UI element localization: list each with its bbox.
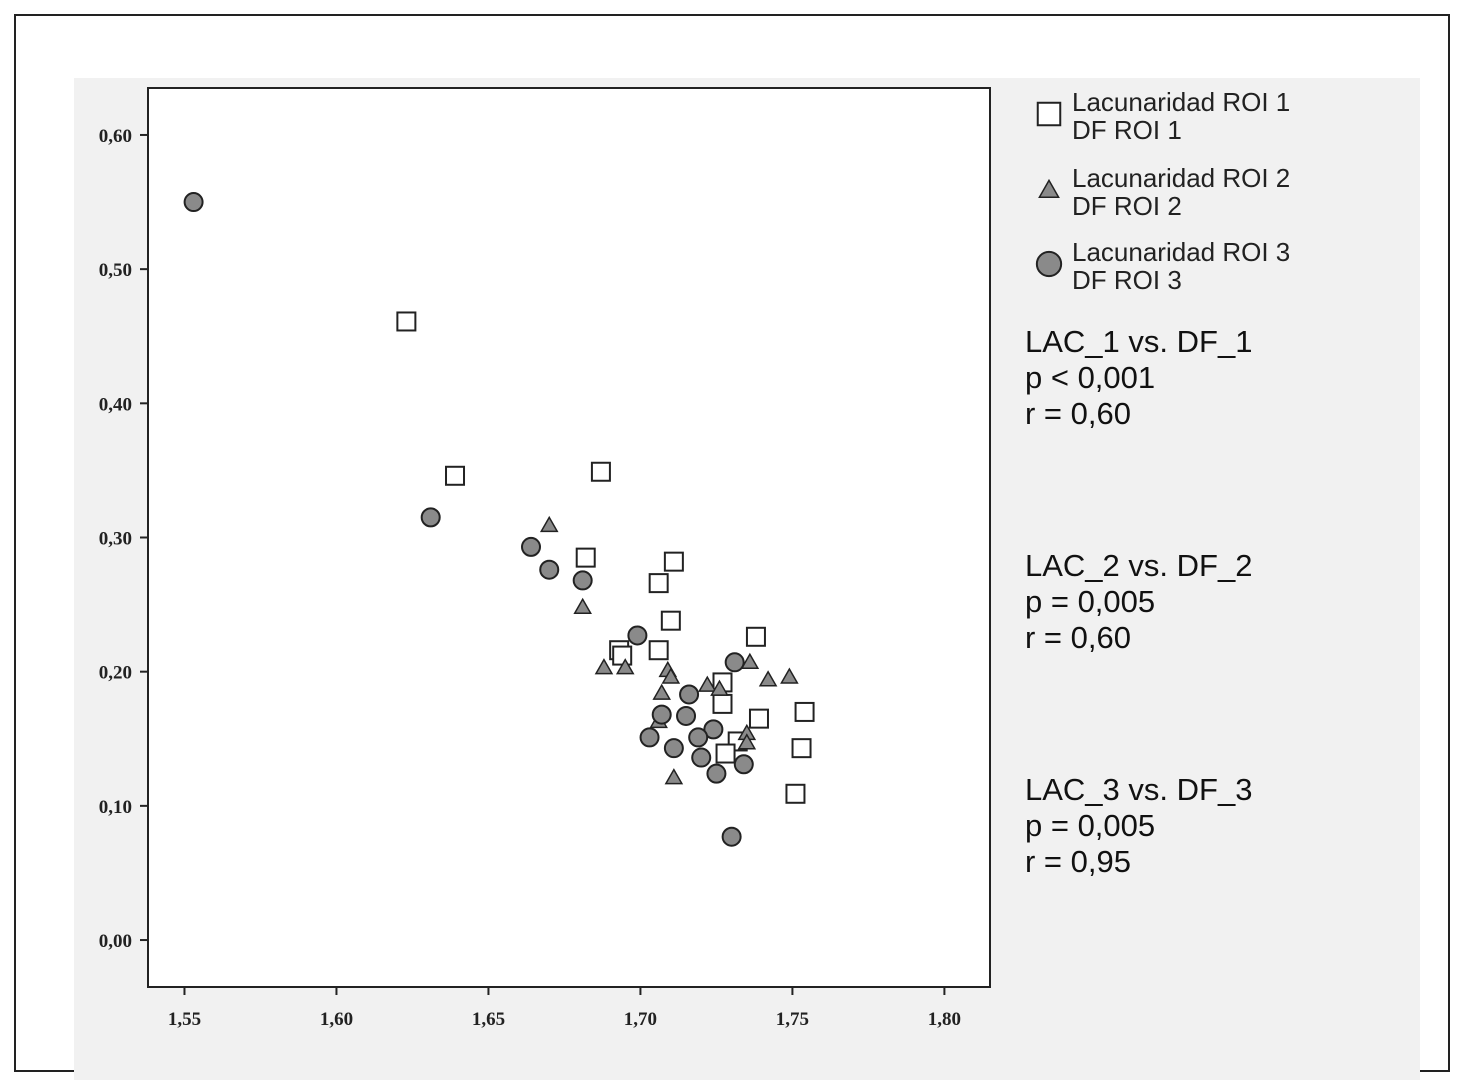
data-point-square [715,743,736,764]
y-tick-label: 0,00 [99,931,132,952]
stat-annotation-line: p = 0,005 [1025,584,1155,619]
data-point-circle [691,747,712,768]
data-point-triangle [710,679,729,696]
stat-annotation-line: LAC_3 vs. DF_3 [1025,772,1252,807]
data-point-square [396,311,417,332]
data-point-square [648,640,669,661]
stat-annotation-line: r = 0,60 [1025,620,1131,655]
data-point-square [785,783,806,804]
data-point-circle [639,727,660,748]
stat-annotation-line: r = 0,60 [1025,396,1131,431]
x-tick-label: 1,60 [320,1009,353,1030]
y-tick-label: 0,60 [99,126,132,147]
stat-annotation-line: p = 0,005 [1025,808,1155,843]
data-point-circle [663,738,684,759]
data-point-circle [539,559,560,580]
data-point-circle [627,625,648,646]
legend-entry-text: Lacunaridad ROI 2 [1072,163,1290,193]
data-point-triangle [652,683,672,700]
data-point-square [612,645,633,666]
legend-entry-text: DF ROI 2 [1072,191,1182,221]
data-point-circle [733,754,754,775]
data-point-circle [572,570,593,591]
y-tick-label: 0,50 [99,260,132,281]
data-point-triangle [737,733,757,750]
data-point-square [748,708,769,729]
plot-area [147,87,991,988]
data-point-square [660,610,681,631]
data-point-square [712,693,733,714]
data-point-square [791,738,812,759]
stat-annotation-line: LAC_1 vs. DF_1 [1025,324,1252,359]
data-point-triangle [664,768,684,785]
data-point-circle [420,507,441,528]
data-point-triangle [615,658,635,675]
data-point-triangle [594,658,614,675]
legend-marker-triangle [1038,178,1060,198]
data-point-circle [721,826,742,847]
legend-marker-circle [1035,250,1063,278]
legend-entry-text: DF ROI 3 [1072,265,1182,295]
data-point-square [663,551,684,572]
data-point-triangle [740,652,760,670]
data-point-square [648,573,669,594]
x-tick-label: 1,65 [472,1009,505,1030]
data-point-circle [679,684,700,705]
legend-entry-text: DF ROI 1 [1072,115,1182,145]
y-tick-label: 0,20 [99,663,132,684]
data-point-triangle [539,515,559,533]
data-point-triangle [661,667,681,684]
data-point-square [590,461,611,482]
stat-annotation-line: r = 0,95 [1025,844,1131,879]
stat-annotation-line: LAC_2 vs. DF_2 [1025,548,1252,583]
data-point-circle [724,652,745,673]
data-point-triangle [758,670,778,687]
data-point-triangle [698,675,717,692]
legend-entry-text: Lacunaridad ROI 1 [1072,87,1290,117]
data-point-circle [688,727,709,748]
data-point-circle [183,192,204,213]
y-tick-label: 0,10 [99,797,132,818]
x-tick-label: 1,70 [624,1009,657,1030]
data-point-square [445,465,466,486]
data-point-square [794,701,815,722]
data-point-circle [706,763,727,784]
legend-marker-square [1036,101,1062,127]
data-point-triangle [573,597,592,615]
y-tick-label: 0,40 [99,394,132,415]
x-tick-label: 1,75 [776,1009,809,1030]
data-point-circle [521,536,542,557]
x-tick-label: 1,80 [928,1009,961,1030]
y-tick-label: 0,30 [99,529,132,550]
data-point-square [745,626,766,647]
x-tick-label: 1,55 [168,1009,201,1030]
data-point-triangle [780,667,799,684]
data-point-circle [676,705,697,726]
legend-entry-text: Lacunaridad ROI 3 [1072,237,1290,267]
data-point-square [575,547,596,568]
stat-annotation-line: p < 0,001 [1025,360,1155,395]
data-point-circle [703,719,724,740]
data-point-circle [651,704,672,725]
